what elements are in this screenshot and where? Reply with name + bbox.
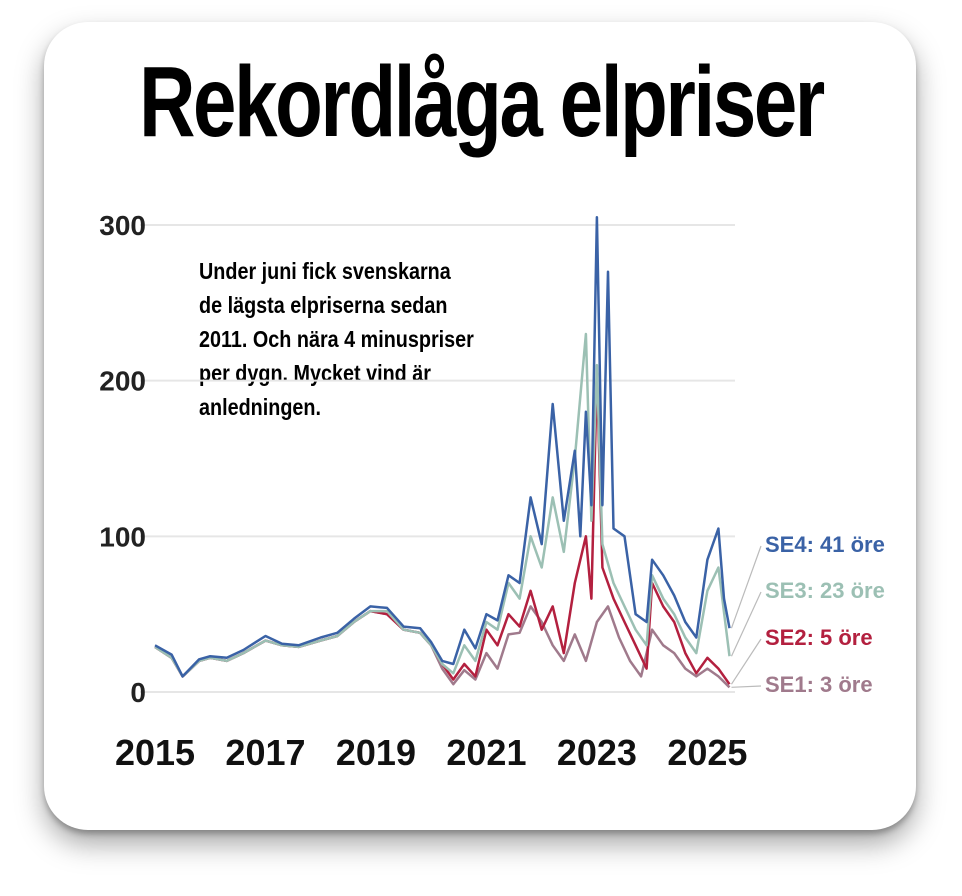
label-leader <box>730 591 762 657</box>
y-tick-label: 100 <box>99 521 146 552</box>
label-leader <box>730 638 762 685</box>
series-line-3 <box>154 215 731 678</box>
chart-title: Rekordlåga elpriser <box>139 46 825 158</box>
y-tick-label: 200 <box>99 366 146 397</box>
chart-annotation: Under juni fick svenskarna de lägsta elp… <box>199 258 474 420</box>
x-tick-label: 2021 <box>446 732 526 773</box>
series-label: SE4: 41 öre <box>765 532 885 557</box>
series-line-1 <box>154 371 731 685</box>
y-tick-label: 0 <box>130 677 146 708</box>
series-label: SE1: 3 öre <box>765 672 873 697</box>
x-tick-label: 2017 <box>225 732 305 773</box>
label-leader <box>730 545 762 629</box>
label-leader <box>731 685 762 688</box>
x-tick-label: 2019 <box>336 732 416 773</box>
chart-card <box>44 22 916 830</box>
series-label: SE2: 5 öre <box>765 625 873 650</box>
series-label: SE3: 23 öre <box>765 578 885 603</box>
series-line-2 <box>154 332 731 678</box>
x-tick-label: 2025 <box>667 732 747 773</box>
x-tick-label: 2023 <box>557 732 637 773</box>
y-tick-label: 300 <box>99 210 146 241</box>
x-tick-label: 2015 <box>115 732 195 773</box>
